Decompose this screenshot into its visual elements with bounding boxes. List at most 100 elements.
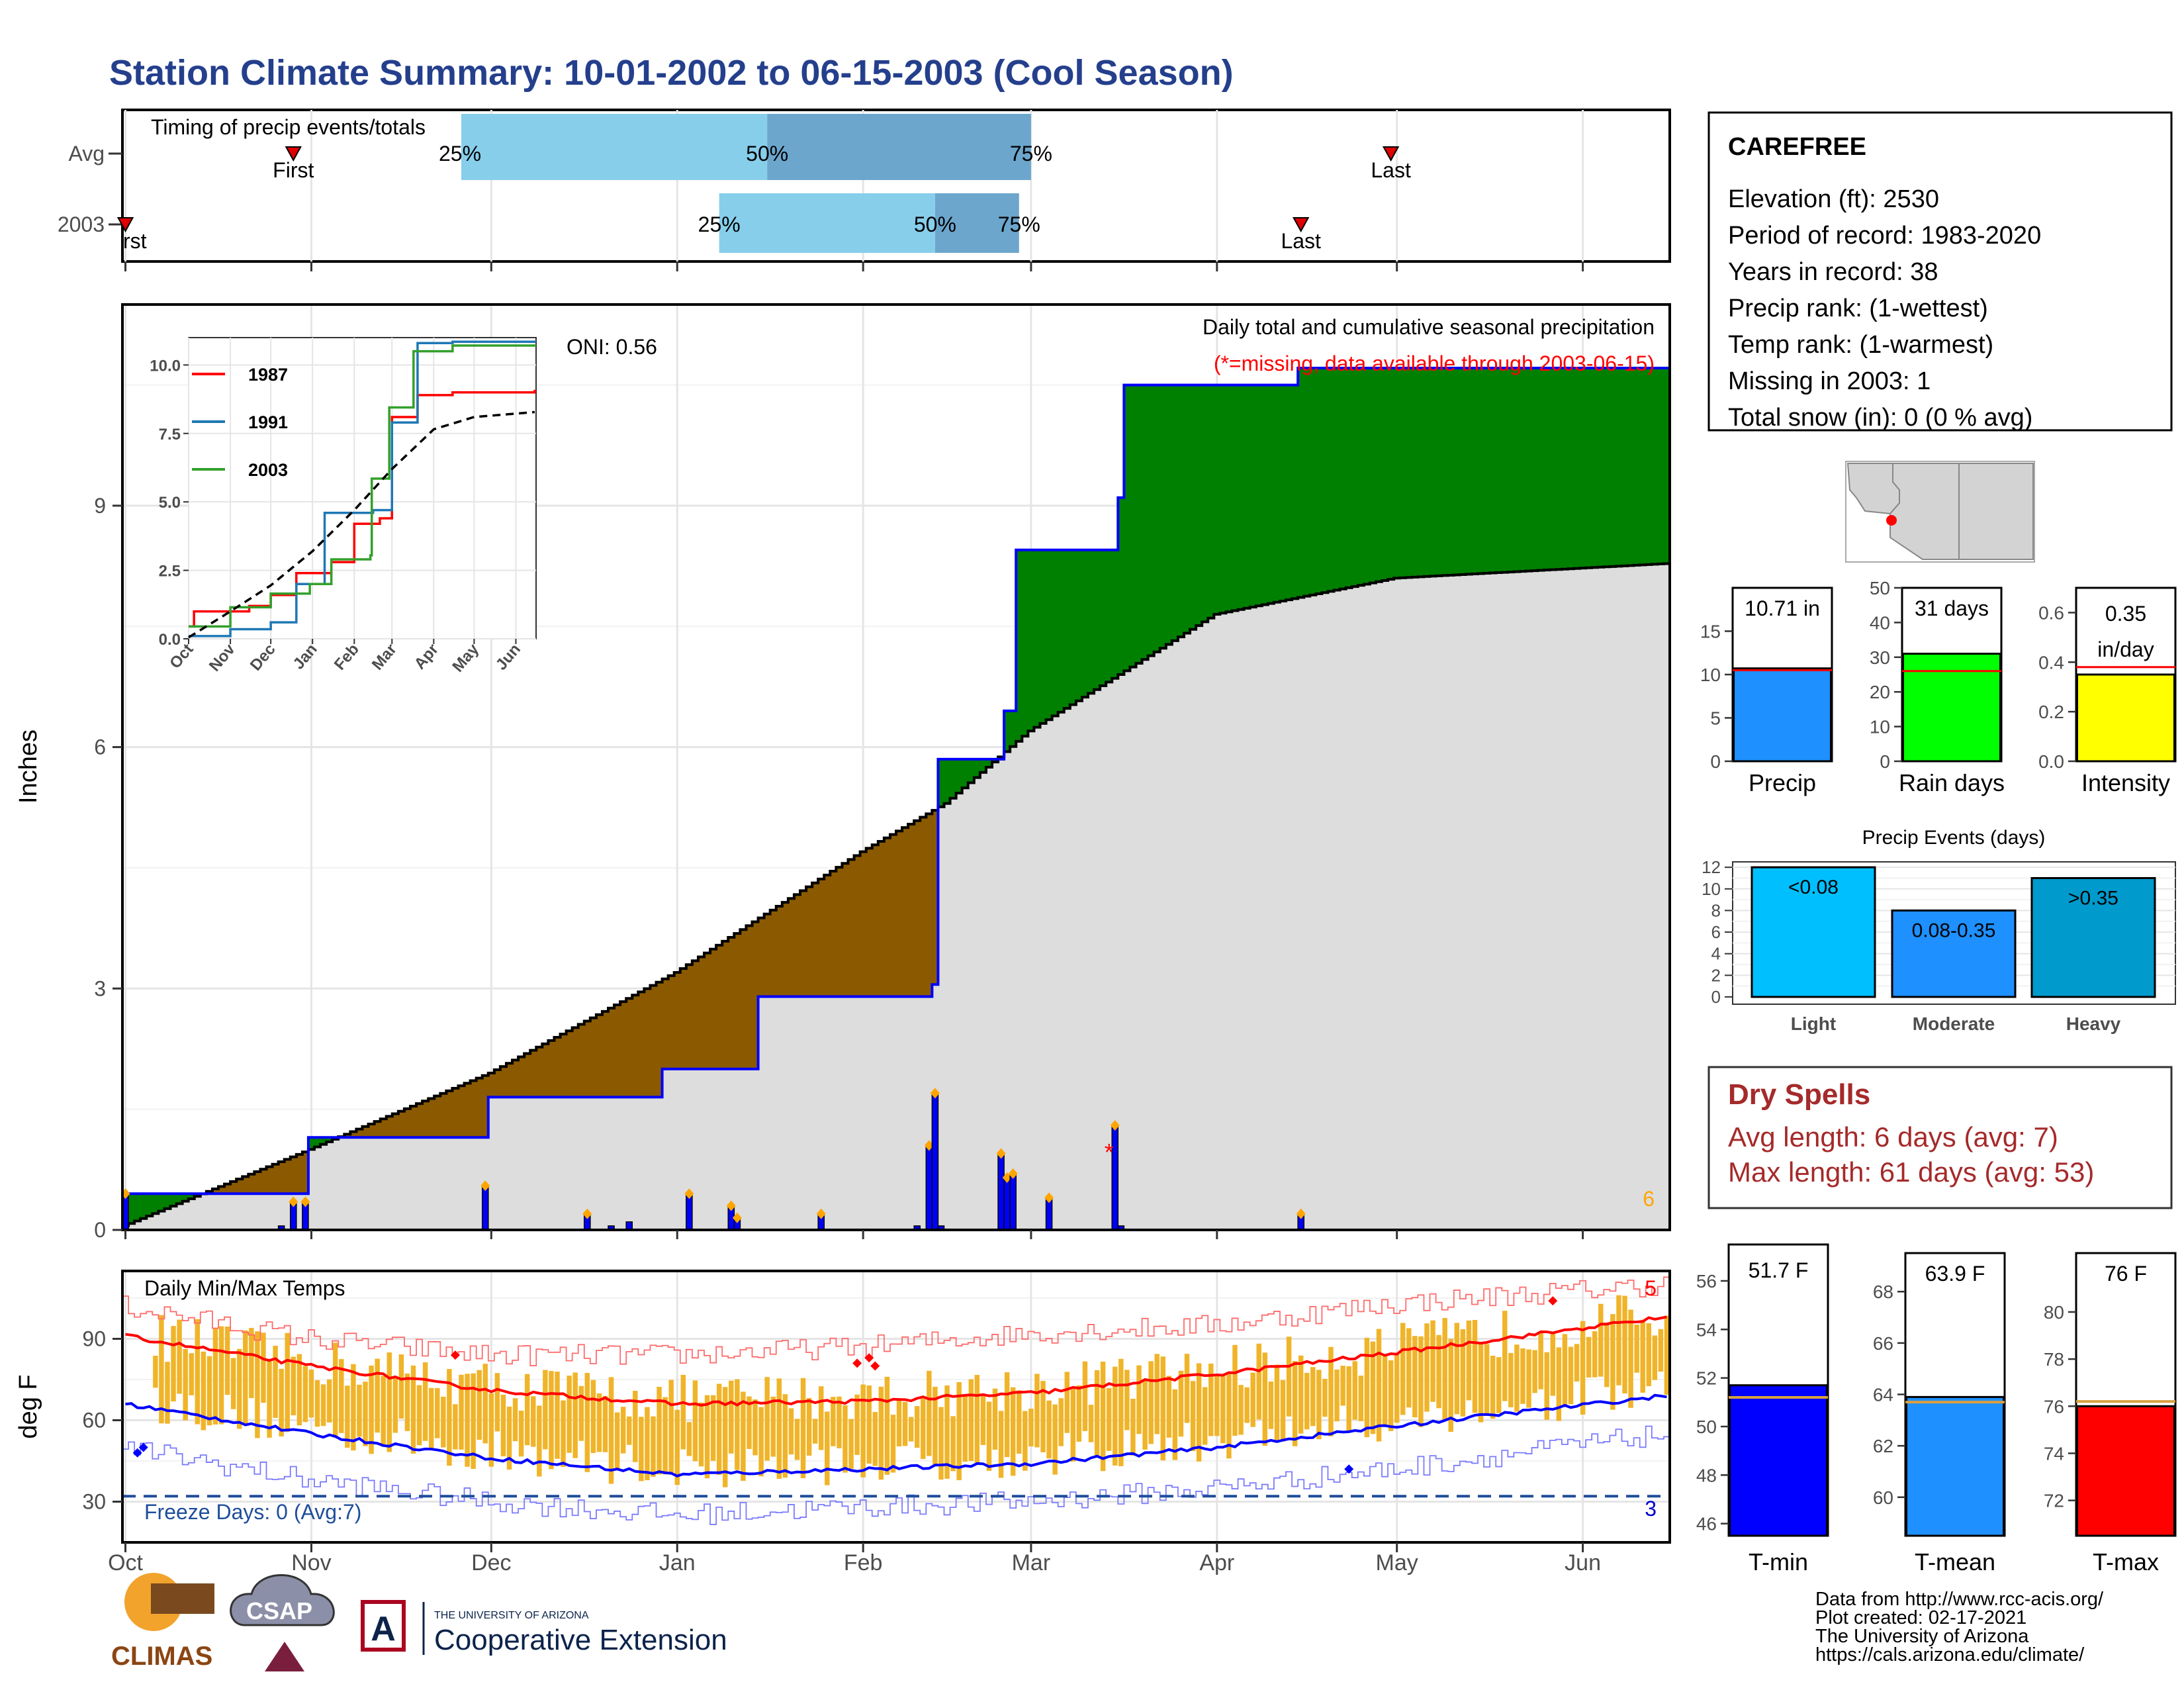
daily-temp-bar (224, 1326, 230, 1395)
precip-y-tick-label: 15 (1700, 622, 1721, 642)
above-average-segment (1226, 385, 1233, 612)
daily-temp-bar (471, 1373, 476, 1469)
events-bar-label: <0.08 (1788, 876, 1839, 898)
daily-precip-marker (582, 1208, 592, 1219)
daily-temp-bar (1190, 1381, 1196, 1452)
above-average-segment (1081, 549, 1089, 698)
temperature-summary-charts: 51.7 F T-min 63.9 F T-mean 76 F T-max 46… (1696, 1243, 2177, 1575)
daily-temp-bar (1622, 1295, 1627, 1394)
daily-temp-bar (230, 1358, 236, 1409)
above-average-segment (1453, 368, 1461, 575)
below-average-segment (224, 1184, 231, 1194)
below-average-segment (836, 867, 843, 997)
above-average-segment (1022, 549, 1028, 737)
below-average-segment (794, 894, 801, 997)
below-average-segment (758, 917, 765, 997)
below-average-segment (278, 1162, 285, 1194)
below-average-segment (566, 1031, 573, 1098)
daily-temp-bar (531, 1396, 536, 1447)
daily-temp-bar (633, 1391, 638, 1462)
below-average-segment (260, 1169, 267, 1194)
above-average-segment (1148, 385, 1155, 656)
below-average-segment (584, 1021, 591, 1098)
above-average-segment (1375, 368, 1383, 582)
daily-temp-bar (459, 1374, 464, 1450)
daily-temp-bar (1208, 1363, 1214, 1436)
avg-25-50-bar (461, 114, 768, 180)
below-average-segment (662, 978, 669, 1069)
daily-temp-bar (1136, 1365, 1142, 1434)
page-title: Station Climate Summary: 10-01-2002 to 0… (109, 53, 1234, 93)
below-average-segment (782, 902, 789, 997)
timing-row-2003: 2003 (58, 212, 105, 236)
daily-temp-bar (1088, 1405, 1094, 1442)
below-average-segment (686, 964, 693, 1069)
daily-temp-bar (567, 1376, 572, 1453)
above-average-segment (956, 759, 963, 794)
daily-temp-bar (1292, 1361, 1298, 1446)
daily-precip-bar (931, 1092, 939, 1231)
below-average-segment (800, 890, 807, 997)
daily-temp-bar (747, 1396, 752, 1449)
daily-temp-bar (710, 1395, 716, 1461)
daily-temp-bar (500, 1394, 506, 1457)
raindays-y-tick-label: 40 (1870, 612, 1890, 633)
above-average-segment (950, 759, 957, 798)
intensity-summary-unit: in/day (2097, 637, 2154, 661)
station-location-dot (1886, 515, 1897, 526)
daily-temp-bar (195, 1319, 201, 1425)
timing-bars (461, 114, 1031, 253)
daily-precip-marker (1008, 1168, 1018, 1179)
credits: Data from http://www.rcc-acis.org/ Plot … (1815, 1589, 2104, 1665)
daily-temp-bar (381, 1376, 386, 1446)
above-average-segment (1549, 368, 1557, 570)
daily-temp-bar (723, 1387, 728, 1487)
below-average-segment (830, 871, 837, 997)
tmean-summary-label: T-mean (1915, 1548, 1995, 1575)
station-line-precip-rank: Precip rank: (1-wettest) (1728, 295, 1988, 322)
below-average-segment (230, 1181, 237, 1194)
daily-temp-bar (854, 1394, 860, 1455)
daily-temp-bar (896, 1400, 902, 1447)
above-average-segment (1345, 368, 1353, 588)
daily-temp-bar (1280, 1380, 1286, 1442)
below-average-segment (440, 1093, 447, 1138)
daily-temp-bar (1412, 1336, 1418, 1418)
timing-labels: 25% 50% 75% 25% 50% 75% First Last rst L… (123, 142, 1411, 253)
daily-temp-bar (1172, 1389, 1178, 1460)
daily-temp-bar (308, 1370, 314, 1418)
intensity-summary-bar (2076, 673, 2175, 763)
below-average-segment (926, 814, 933, 997)
daily-temp-bar (1574, 1344, 1580, 1382)
precip-events-bars: <0.08 0.08-0.35 >0.35 (1751, 866, 2156, 998)
daily-precip-bars: * (120, 1088, 1306, 1231)
below-average-segment (698, 957, 705, 1069)
above-average-segment (1075, 549, 1083, 701)
above-average-segment (1586, 368, 1592, 568)
below-average-segment (866, 848, 873, 997)
month-axis-label: Jan (659, 1550, 696, 1575)
daily-temp-bar (345, 1385, 350, 1448)
daily-temp-bar (1556, 1347, 1562, 1421)
daily-temp-bar (1076, 1385, 1082, 1442)
below-average-segment (416, 1103, 423, 1138)
above-average-segment (1604, 368, 1610, 567)
daily-temp-bar (956, 1382, 962, 1481)
daily-temp-bar (1334, 1369, 1340, 1422)
events-cat-moderate: Moderate (1913, 1013, 1995, 1034)
above-average-segment (1304, 368, 1310, 596)
precip-y-tick-label: 3 (94, 976, 106, 1000)
above-average-segment (1412, 368, 1418, 577)
temp-frame (121, 1270, 1671, 1544)
below-average-segment (896, 831, 903, 997)
above-average-segment (1016, 549, 1023, 741)
daily-temp-bar (206, 1356, 212, 1426)
daily-precip-marker (930, 1088, 940, 1099)
above-average-segment (1273, 385, 1281, 602)
above-average-segment (1525, 368, 1533, 571)
above-average-segment (1064, 549, 1071, 709)
below-average-segment (242, 1176, 249, 1194)
above-average-segment (1136, 385, 1143, 663)
above-average-segment (1484, 368, 1490, 574)
above-average-segment (1508, 368, 1514, 573)
